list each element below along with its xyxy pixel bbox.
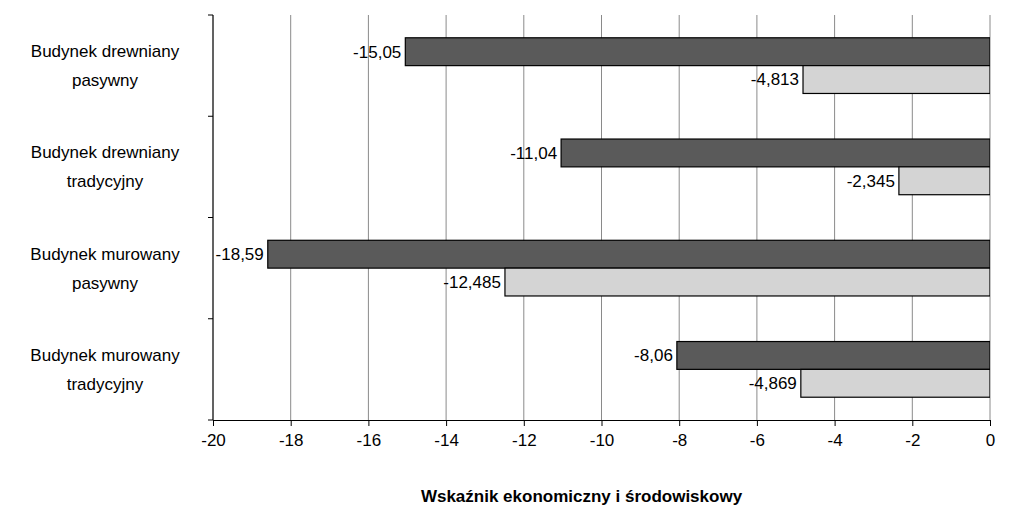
- x-tick: 0: [986, 420, 995, 450]
- category-label-line: pasywny: [72, 71, 139, 90]
- x-tick-mark: [446, 420, 447, 426]
- x-axis-line: [214, 421, 991, 427]
- bar: [677, 342, 990, 370]
- x-tick: -10: [590, 420, 615, 450]
- x-axis-title: Wskaźnik ekonomiczny i środowiskowy: [421, 487, 743, 506]
- category-label-line: pasywny: [72, 274, 139, 293]
- x-tick-mark: [757, 420, 758, 426]
- category-label-line: Budynek drewniany: [31, 143, 180, 162]
- x-tick-label: -4: [828, 431, 843, 450]
- category-label: Budynek drewniany tradycyjny: [31, 143, 180, 191]
- x-tick-mark: [291, 420, 292, 426]
- x-tick-mark: [213, 420, 214, 426]
- data-label: -4,869: [749, 374, 797, 393]
- category-tick: [208, 420, 213, 421]
- bar: [405, 38, 990, 66]
- category-label: Budynek murowany pasywny: [30, 245, 180, 293]
- category-label-line: Budynek murowany: [30, 346, 180, 365]
- x-tick-label: -6: [750, 431, 765, 450]
- bar: [561, 139, 990, 167]
- x-tick-label: -10: [590, 431, 615, 450]
- x-tick: -16: [357, 420, 382, 450]
- bar: [268, 240, 990, 268]
- x-tick-label: -14: [434, 431, 459, 450]
- bar: [803, 66, 990, 94]
- bar: [801, 369, 990, 397]
- category-tick: [208, 217, 213, 218]
- grid: [213, 15, 990, 420]
- x-tick-label: 0: [986, 431, 995, 450]
- category-axis: [208, 15, 213, 420]
- x-tick-label: -18: [279, 431, 304, 450]
- category-label-line: Budynek murowany: [30, 245, 180, 264]
- data-label: -2,345: [847, 172, 895, 191]
- x-tick-mark: [990, 420, 991, 426]
- x-tick-mark: [524, 420, 525, 426]
- category-label-line: tradycyjny: [67, 375, 144, 394]
- data-label: -12,485: [443, 273, 501, 292]
- category-label-line: tradycyjny: [67, 172, 144, 191]
- x-tick: -12: [512, 420, 537, 450]
- category-label: Budynek murowany tradycyjny: [30, 346, 180, 394]
- grid-line: [601, 15, 602, 420]
- x-tick-mark: [368, 420, 369, 426]
- category-tick: [208, 318, 213, 319]
- x-tick-mark: [679, 420, 680, 426]
- bars: [268, 38, 990, 397]
- x-tick: -20: [201, 420, 226, 450]
- grid-line: [368, 15, 369, 420]
- data-label: -4,813: [751, 70, 799, 89]
- category-label: Budynek drewniany pasywny: [31, 42, 180, 90]
- x-axis: -20-18-16-14-12-10-8-6-4-20: [201, 420, 995, 450]
- x-tick-mark: [835, 420, 836, 426]
- bar: [505, 268, 990, 296]
- x-tick-label: -20: [201, 431, 226, 450]
- data-label: -11,04: [510, 144, 557, 163]
- data-label: -18,59: [216, 245, 264, 264]
- data-labels: -15,05 -11,04 -18,59 -8,06 -4,813 -2,345 -12,4…: [216, 43, 895, 394]
- x-tick-mark: [912, 420, 913, 426]
- x-tick: -6: [750, 420, 765, 450]
- x-tick-label: -2: [905, 431, 920, 450]
- category-tick: [208, 15, 213, 16]
- x-tick-label: -16: [357, 431, 382, 450]
- data-label: -15,05: [353, 43, 401, 62]
- x-tick: -4: [828, 420, 843, 450]
- x-tick-mark: [602, 420, 603, 426]
- grid-line: [446, 15, 447, 420]
- bar: [899, 167, 990, 195]
- x-tick-label: -8: [672, 431, 687, 450]
- data-label: -8,06: [634, 346, 673, 365]
- grid-line: [523, 15, 524, 420]
- category-label-line: Budynek drewniany: [31, 42, 180, 61]
- x-tick-label: -12: [512, 431, 537, 450]
- grid-line: [290, 15, 291, 420]
- category-tick: [208, 116, 213, 117]
- x-tick: -14: [434, 420, 459, 450]
- category-labels: Budynek drewnianypasywnyBudynek drewnian…: [30, 42, 180, 394]
- x-tick: -2: [905, 420, 920, 450]
- x-tick: -18: [279, 420, 304, 450]
- x-tick: -8: [672, 420, 687, 450]
- chart: -15,05 -11,04 -18,59 -8,06 -4,813 -2,345 -12,4…: [0, 0, 1024, 514]
